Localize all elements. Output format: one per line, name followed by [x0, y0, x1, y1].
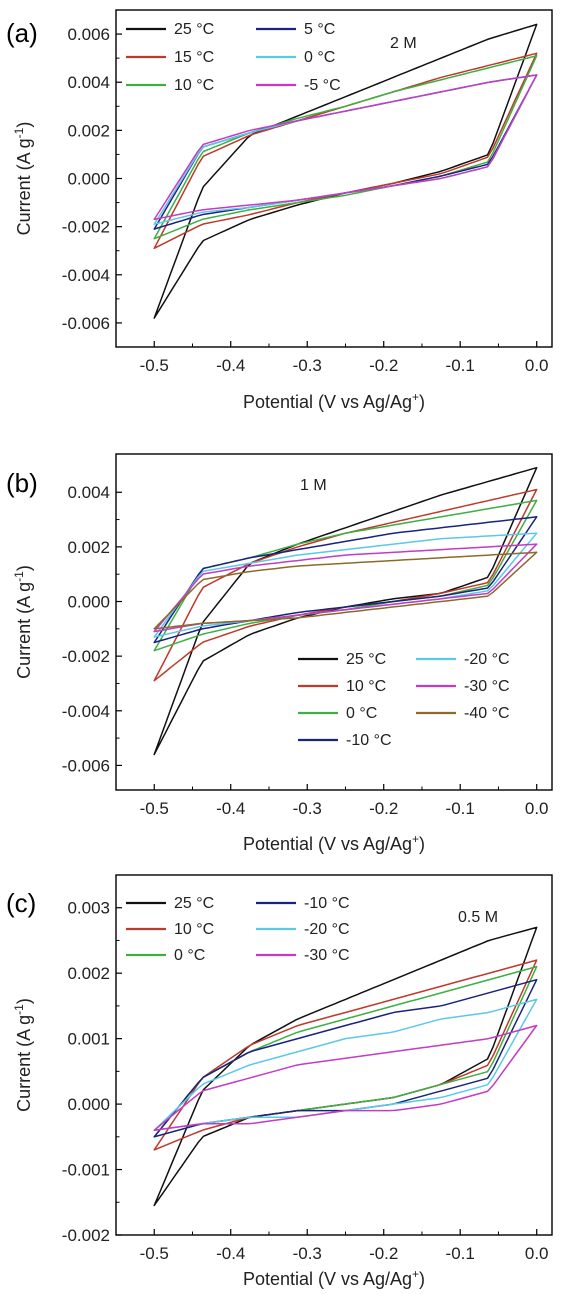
y-tick-label: 0.001 [67, 1030, 110, 1049]
x-tick-label: -0.3 [293, 356, 322, 375]
plot-frame [115, 453, 553, 791]
chart-panel-2: -0.002 -0.001 0.000 0.001 0.002 0.003 -0.5 -0.4… [6, 874, 553, 1289]
legend-entry-label: -20 °C [464, 651, 510, 668]
cv-curve-5 [153, 1024, 538, 1132]
concentration-label: 0.5 M [458, 909, 498, 926]
y-tick-label: -0.001 [62, 1161, 110, 1180]
x-tick-label: 0.0 [525, 1244, 549, 1263]
cv-curve-0 [153, 466, 538, 756]
x-tick-label: -0.5 [140, 1244, 169, 1263]
legend-entry-label: 25 °C [174, 895, 214, 912]
panel-label: (b) [6, 468, 38, 498]
cv-curve-0 [153, 926, 538, 1207]
cv-curve-5 [153, 74, 538, 221]
x-axis-title: Potential (V vs Ag/Ag+) [243, 1267, 425, 1289]
y-tick-label: -0.002 [62, 218, 110, 237]
legend-entry-label: 10 °C [346, 678, 386, 695]
x-tick-label: -0.5 [140, 356, 169, 375]
concentration-label: 2 M [390, 35, 417, 52]
x-tick-label: -0.2 [369, 356, 398, 375]
x-tick-label: -0.5 [140, 799, 169, 818]
y-tick-label: 0.000 [67, 593, 110, 612]
y-tick-label: 0.002 [67, 964, 110, 983]
x-axis-title: Potential (V vs Ag/Ag+) [243, 832, 425, 854]
legend-entry-label: 25 °C [174, 21, 214, 38]
y-tick-label: 0.003 [67, 899, 110, 918]
x-tick-label: -0.4 [216, 799, 245, 818]
cv-curve-5 [153, 543, 538, 633]
cv-curve-1 [153, 959, 538, 1151]
legend-entry-label: -20 °C [304, 921, 350, 938]
cv-curve-6 [153, 551, 538, 630]
x-tick-label: -0.1 [446, 1244, 475, 1263]
legend-entry-label: 10 °C [174, 77, 214, 94]
legend-entry-label: -5 °C [304, 77, 341, 94]
y-tick-label: 0.004 [67, 483, 110, 502]
chart-panel-1: -0.006 -0.004 -0.002 0.000 0.002 0.004 -0.5 -0.… [6, 453, 553, 854]
x-tick-label: 0.0 [525, 799, 549, 818]
x-tick-label: -0.3 [293, 1244, 322, 1263]
legend-entry-label: -10 °C [304, 895, 350, 912]
x-tick-label: -0.1 [446, 356, 475, 375]
legend-entry-label: -30 °C [464, 678, 510, 695]
y-tick-label: -0.002 [62, 1226, 110, 1245]
y-tick-label: -0.006 [62, 314, 110, 333]
cv-curve-2 [153, 54, 538, 240]
legend-entry-label: 0 °C [174, 947, 205, 964]
x-tick-label: -0.3 [293, 799, 322, 818]
y-tick-label: -0.002 [62, 647, 110, 666]
y-tick-label: 0.000 [67, 170, 110, 189]
y-tick-label: 0.002 [67, 538, 110, 557]
legend-entry-label: -30 °C [304, 947, 350, 964]
x-tick-label: -0.2 [369, 799, 398, 818]
cv-curve-1 [153, 52, 538, 250]
y-tick-label: -0.004 [62, 266, 110, 285]
legend-entry-label: -10 °C [346, 732, 392, 749]
y-tick-label: 0.004 [67, 73, 110, 92]
y-tick-label: -0.006 [62, 756, 110, 775]
cv-curve-3 [153, 516, 538, 644]
x-tick-label: -0.4 [216, 356, 245, 375]
legend-entry-label: 0 °C [304, 49, 335, 66]
panel-label: (a) [6, 18, 38, 48]
x-tick-label: -0.1 [446, 799, 475, 818]
y-tick-label: 0.000 [67, 1095, 110, 1114]
panel-label: (c) [6, 888, 36, 918]
legend-entry-label: 5 °C [304, 21, 335, 38]
x-tick-label: 0.0 [525, 356, 549, 375]
legend-entry-label: 25 °C [346, 651, 386, 668]
y-axis-title: Current (A g-1) [12, 998, 34, 1112]
cv-curve-2 [153, 499, 538, 652]
y-axis-title: Current (A g-1) [12, 122, 34, 236]
x-tick-label: -0.2 [369, 1244, 398, 1263]
y-axis-title: Current (A g-1) [12, 565, 34, 679]
y-tick-label: 0.002 [67, 121, 110, 140]
legend-entry-label: 10 °C [174, 921, 214, 938]
x-tick-label: -0.4 [216, 1244, 245, 1263]
cv-curve-3 [153, 978, 538, 1138]
concentration-label: 1 M [300, 477, 327, 494]
cv-curve-4 [153, 998, 538, 1132]
y-tick-label: -0.004 [62, 702, 110, 721]
x-axis-title: Potential (V vs Ag/Ag+) [243, 390, 425, 412]
legend-entry-label: 15 °C [174, 49, 214, 66]
chart-panel-0: -0.006 -0.004 -0.002 0.000 0.002 0.004 0.006 -0… [6, 9, 553, 412]
legend-entry-label: -40 °C [464, 705, 510, 722]
plot-frame [115, 874, 553, 1236]
legend-entry-label: 0 °C [346, 705, 377, 722]
y-tick-label: 0.006 [67, 25, 110, 44]
